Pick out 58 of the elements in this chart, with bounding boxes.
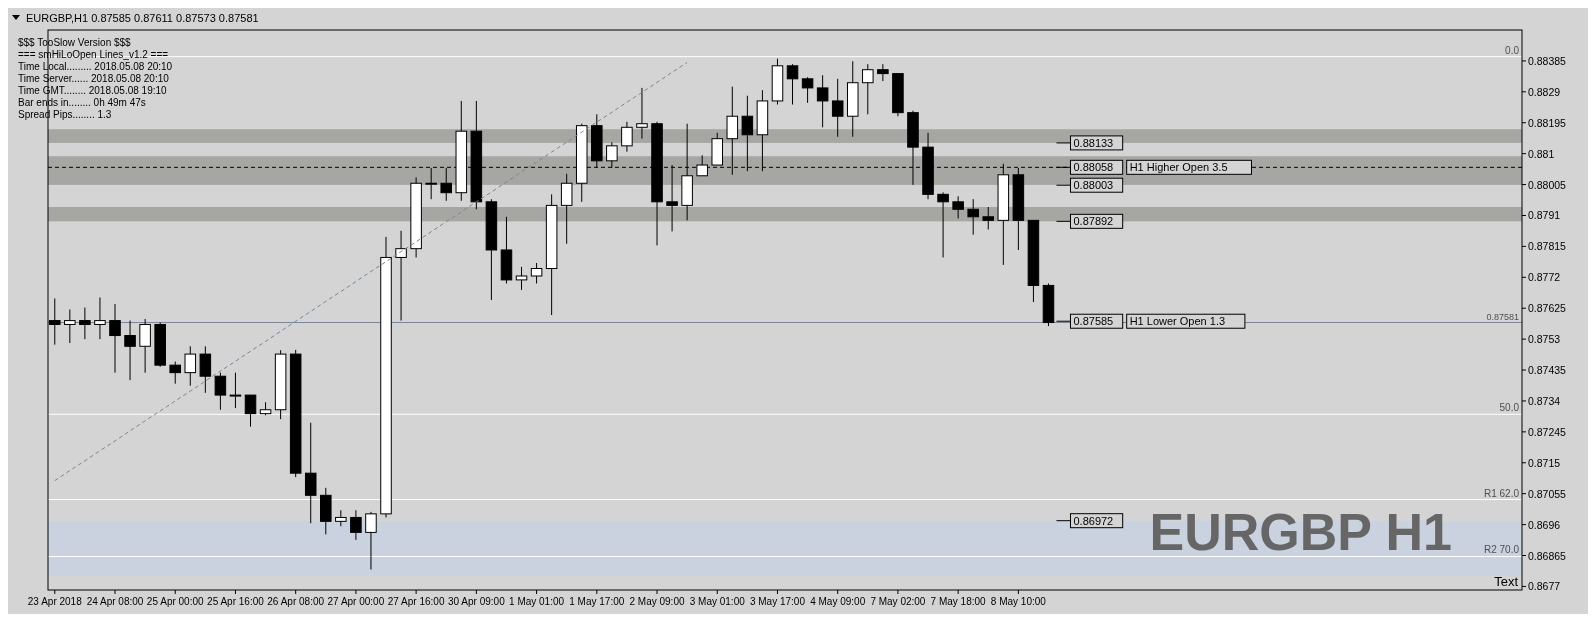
annotation: 0.86972 (1073, 514, 1114, 527)
x-tick-label: 27 Apr 16:00 (387, 596, 445, 607)
x-tick-label: 3 May 01:00 (689, 596, 746, 607)
x-tick-label: 8 May 10:00 (990, 596, 1047, 607)
annotation: Text (1494, 574, 1519, 589)
x-tick-label: 4 May 09:00 (810, 596, 866, 607)
text: EURGBP H1 (1149, 503, 1452, 561)
y-tick-label: 0.87055 (1528, 487, 1567, 500)
x-tick-label: 27 Apr 00:00 (327, 596, 385, 607)
ref-line-label: 0.87581 (1486, 311, 1519, 322)
y-tick-label: 0.8677 (1528, 580, 1561, 593)
y-tick-label: 0.881 (1528, 147, 1555, 160)
y-tick-label: 0.8791 (1528, 209, 1561, 222)
annotation: 0.87892 (1073, 215, 1114, 228)
annotation: Time GMT........ 2018.05.08 19:10 (18, 85, 168, 96)
annotation: Bar ends in........ 0h 49m 47s (18, 97, 146, 108)
chart-title: EURGBP,H1 0.87585 0.87611 0.87573 0.87581 (26, 12, 259, 24)
y-tick-label: 0.8829 (1528, 85, 1561, 98)
y-tick-label: 0.88195 (1528, 116, 1567, 129)
annotation: 0.88058 (1073, 161, 1114, 174)
x-tick-label: 24 Apr 08:00 (86, 596, 144, 607)
annotation: 50.0 (1499, 402, 1520, 414)
x-tick-label: 23 Apr 2018 (27, 596, 83, 607)
y-tick-label: 0.8715 (1528, 456, 1561, 469)
x-tick-label: 2 May 09:00 (629, 596, 685, 607)
annotation: 0.0 (1505, 44, 1520, 56)
x-tick-label: 25 Apr 16:00 (207, 596, 265, 607)
annotation: 0.88003 (1073, 179, 1114, 192)
x-tick-label: 26 Apr 08:00 (267, 596, 325, 607)
y-tick-label: 0.87815 (1528, 240, 1567, 253)
x-tick-label: 25 Apr 00:00 (146, 596, 205, 607)
y-tick-label: 0.8753 (1528, 333, 1561, 346)
x-tick-label: 1 May 17:00 (569, 596, 625, 607)
annotation: $$$ TooSlow Version $$$ (18, 37, 132, 48)
annotation: H1 Higher Open 3.5 (1129, 161, 1228, 174)
annotation: 0.87585 (1073, 315, 1114, 328)
y-tick-label: 0.87625 (1528, 302, 1567, 315)
y-tick-label: 0.87245 (1528, 425, 1567, 438)
y-tick-label: 0.8734 (1528, 394, 1561, 407)
annotation: R1 62.0 (1483, 487, 1520, 499)
y-tick-label: 0.88385 (1528, 54, 1567, 67)
y-tick-label: 0.87435 (1528, 364, 1567, 377)
annotation: R2 70.0 (1483, 544, 1520, 556)
y-tick-label: 0.88005 (1528, 178, 1567, 191)
x-tick-label: 1 May 01:00 (509, 596, 565, 607)
y-tick-label: 0.86865 (1528, 549, 1567, 562)
x-tick-label: 30 Apr 09:00 (447, 596, 506, 607)
annotation: 0.88133 (1073, 136, 1114, 149)
x-tick-label: 3 May 17:00 (749, 596, 806, 607)
x-tick-label: 7 May 02:00 (870, 596, 926, 607)
x-tick-label: 7 May 18:00 (930, 596, 987, 607)
y-tick-label: 0.8696 (1528, 518, 1561, 531)
annotation: H1 Lower Open 1.3 (1129, 315, 1226, 328)
y-tick-label: 0.8772 (1528, 271, 1561, 284)
annotation: Time Server...... 2018.05.08 20:10 (18, 73, 170, 84)
annotation: Time Local......... 2018.05.08 20:10 (18, 61, 173, 72)
annotation: === smHiLoOpen Lines_v1.2 === (18, 49, 169, 60)
annotation: Spread Pips........ 1.3 (18, 109, 112, 120)
